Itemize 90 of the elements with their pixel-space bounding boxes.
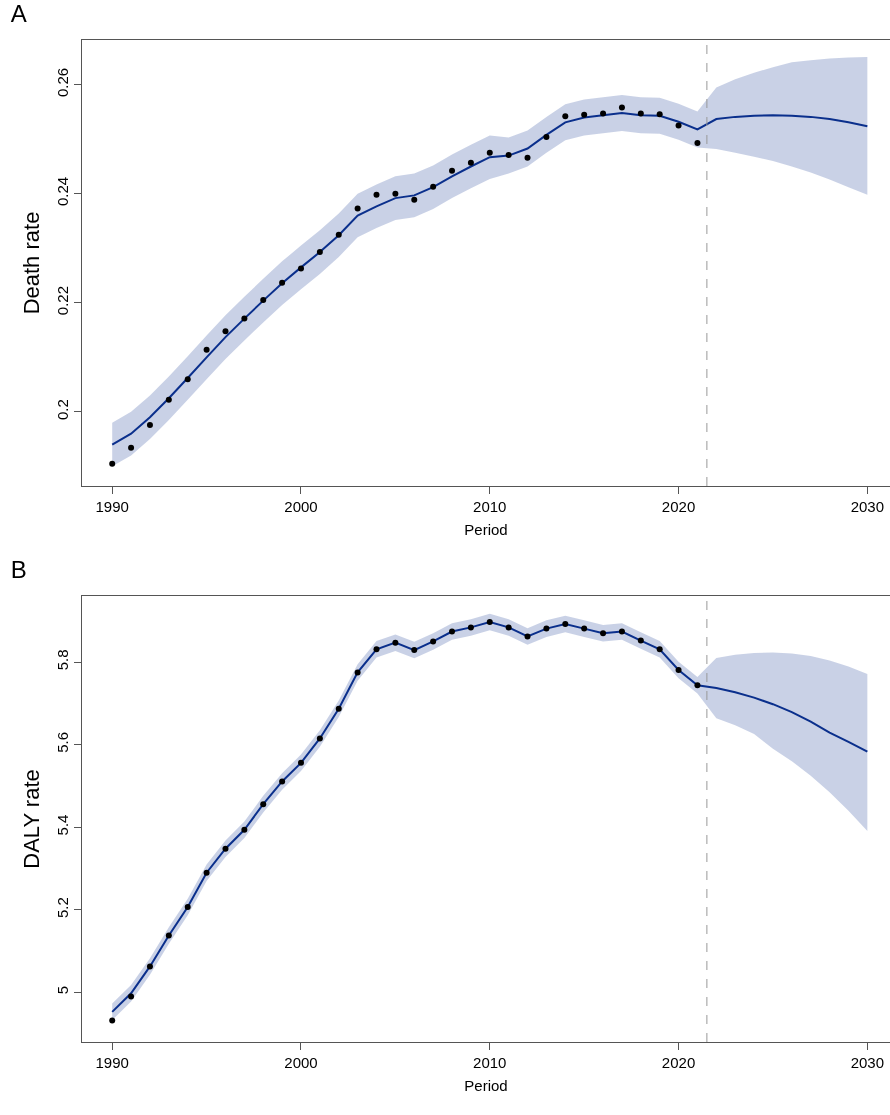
point bbox=[600, 630, 607, 637]
x-axis-title: Period bbox=[464, 1077, 508, 1094]
x-tick-label: 2030 bbox=[850, 1054, 885, 1071]
point bbox=[279, 778, 286, 785]
point bbox=[618, 104, 625, 111]
line-series bbox=[111, 112, 869, 446]
point bbox=[543, 625, 550, 632]
x-tick-label: 2010 bbox=[473, 498, 507, 515]
point bbox=[165, 396, 172, 403]
point bbox=[505, 152, 512, 159]
y-tick-label: 5.2 bbox=[54, 897, 71, 919]
point bbox=[430, 183, 437, 190]
point bbox=[656, 646, 663, 653]
point bbox=[392, 639, 399, 646]
x-axis-title: Period bbox=[464, 521, 508, 538]
point bbox=[449, 628, 456, 635]
point bbox=[241, 826, 248, 833]
chart-title: A bbox=[10, 0, 27, 28]
point bbox=[392, 190, 399, 197]
point bbox=[656, 111, 663, 118]
point bbox=[165, 932, 172, 939]
point bbox=[297, 759, 304, 766]
point bbox=[486, 619, 493, 626]
point bbox=[581, 111, 588, 118]
point bbox=[694, 140, 701, 147]
point bbox=[675, 666, 682, 673]
point bbox=[279, 279, 286, 286]
point bbox=[241, 315, 248, 322]
point bbox=[354, 205, 361, 212]
point bbox=[637, 637, 644, 644]
y-tick-label: 0.2 bbox=[54, 399, 71, 421]
x-tick-label: 2010 bbox=[473, 1054, 507, 1071]
point bbox=[467, 624, 474, 631]
point bbox=[467, 159, 474, 166]
y-tick-label: 0.24 bbox=[54, 176, 71, 207]
point bbox=[335, 705, 342, 712]
x-tick-label: 1990 bbox=[95, 498, 129, 515]
point bbox=[316, 735, 323, 742]
point bbox=[222, 845, 229, 852]
point bbox=[109, 460, 116, 467]
x-tick-label: 2000 bbox=[284, 1054, 318, 1071]
y-tick-label: 5 bbox=[54, 986, 71, 995]
point bbox=[430, 638, 437, 645]
x-tick-label: 2000 bbox=[284, 498, 318, 515]
point bbox=[543, 134, 550, 141]
point bbox=[449, 167, 456, 174]
point bbox=[203, 346, 210, 353]
point bbox=[354, 669, 361, 676]
point bbox=[694, 682, 701, 689]
point bbox=[675, 122, 682, 129]
point bbox=[260, 297, 267, 304]
point bbox=[109, 1017, 116, 1024]
y-tick-label: 5.8 bbox=[54, 649, 71, 671]
point bbox=[128, 444, 135, 451]
x-tick-label: 2020 bbox=[661, 1054, 696, 1071]
y-tick-label: 5.6 bbox=[54, 731, 71, 753]
point bbox=[581, 625, 588, 632]
point bbox=[600, 110, 607, 117]
point bbox=[222, 328, 229, 335]
x-tick-label: 2030 bbox=[850, 498, 885, 515]
y-axis-title: Death rate bbox=[18, 211, 44, 315]
y-axis-title: DALY rate bbox=[18, 769, 44, 869]
point bbox=[146, 421, 153, 428]
point bbox=[562, 621, 569, 628]
point bbox=[486, 149, 493, 156]
point bbox=[128, 993, 135, 1000]
point bbox=[297, 265, 304, 272]
point bbox=[260, 801, 267, 808]
x-tick-label: 2020 bbox=[661, 498, 696, 515]
point bbox=[184, 376, 191, 383]
chart-title: B bbox=[10, 556, 27, 584]
y-tick-label: 0.22 bbox=[54, 285, 71, 316]
point bbox=[618, 628, 625, 635]
point bbox=[146, 963, 153, 970]
x-tick-label: 1990 bbox=[95, 1054, 129, 1071]
point bbox=[524, 154, 531, 161]
point bbox=[373, 191, 380, 198]
point bbox=[411, 647, 418, 654]
y-tick-label: 5.4 bbox=[54, 814, 71, 836]
point bbox=[373, 646, 380, 653]
point bbox=[184, 903, 191, 910]
y-tick-label: 0.26 bbox=[54, 67, 71, 98]
point bbox=[316, 249, 323, 256]
point bbox=[637, 110, 644, 117]
point bbox=[203, 869, 210, 876]
point bbox=[505, 624, 512, 631]
point bbox=[562, 113, 569, 120]
point bbox=[411, 196, 418, 203]
point bbox=[335, 231, 342, 238]
point bbox=[524, 633, 531, 640]
